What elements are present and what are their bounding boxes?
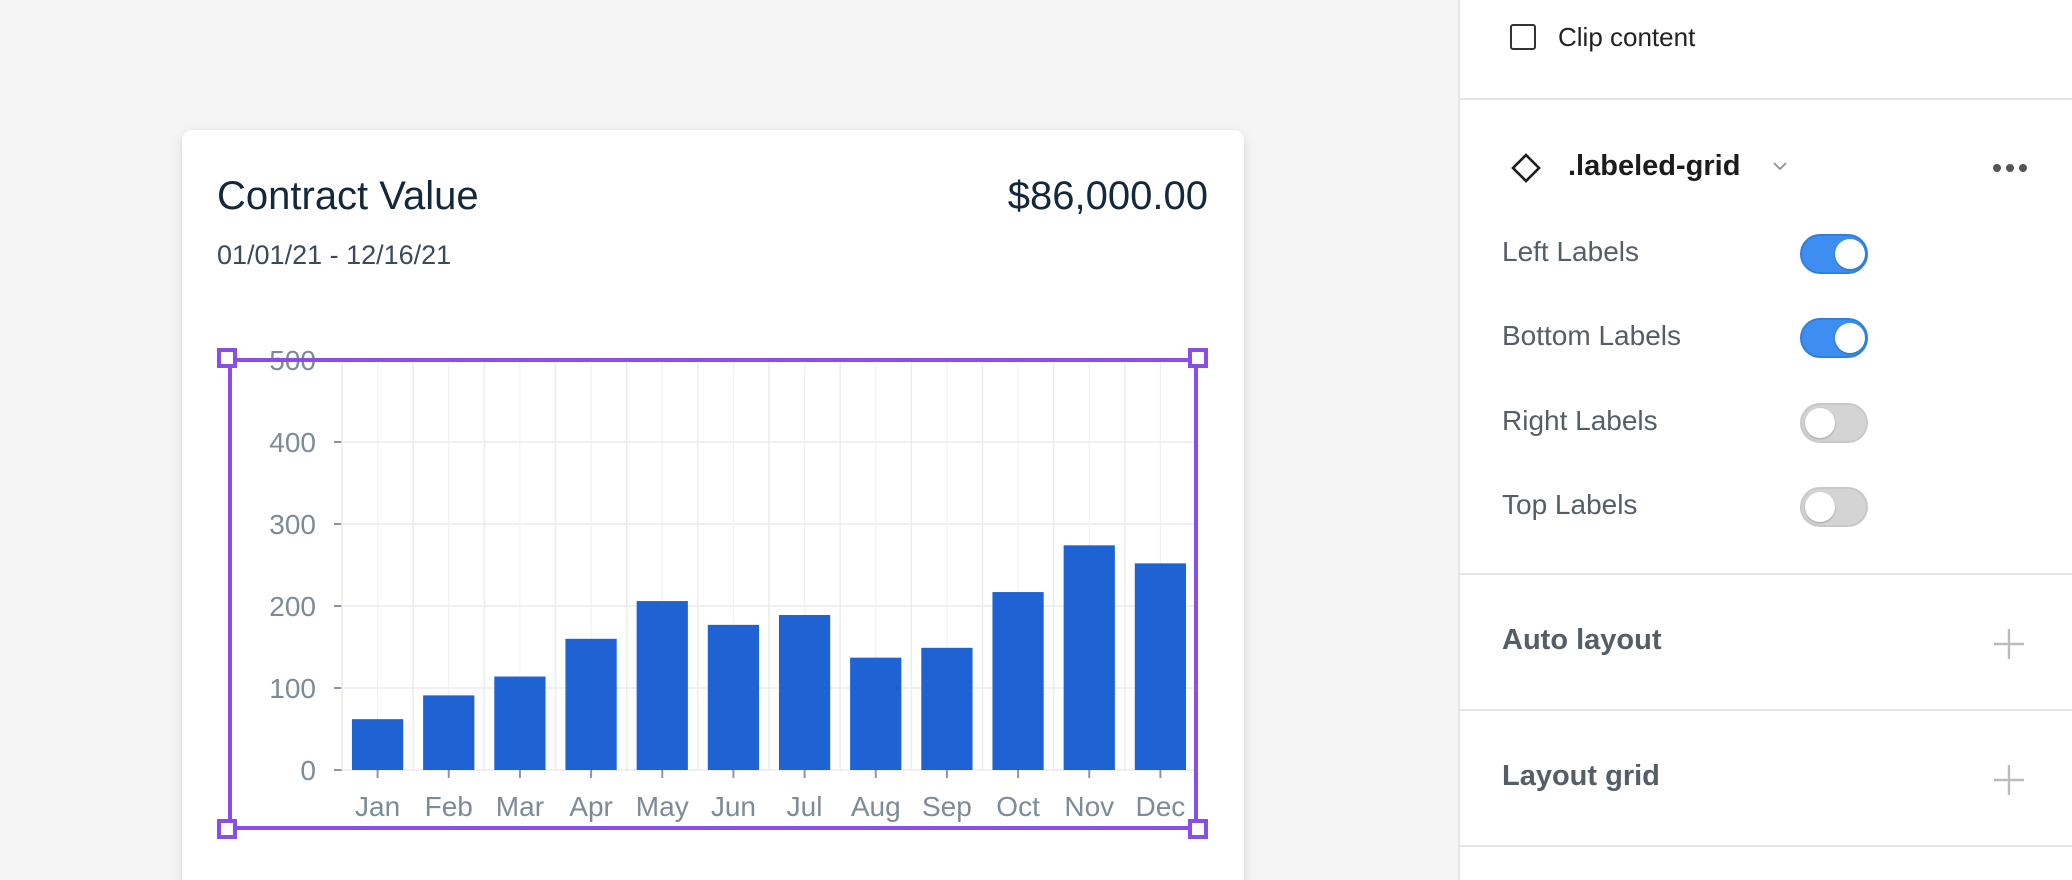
toggle-knob — [1835, 239, 1865, 269]
chart-bars — [351, 545, 1187, 770]
property-label-left-labels: Left Labels — [1502, 236, 1639, 267]
bar-chart[interactable]: 0 100 200 300 400 500 Jan Feb Mar Apr May Jun Jul Au… — [0, 0, 1458, 880]
bar-aug — [850, 657, 902, 770]
x-tick-label: Jun — [711, 791, 756, 822]
x-tick-label: Nov — [1064, 791, 1114, 822]
bar-feb — [423, 695, 475, 770]
toggle-knob — [1805, 408, 1835, 438]
bar-oct — [992, 592, 1044, 770]
chevron-down-icon[interactable] — [1770, 156, 1790, 176]
x-tick-label: Jan — [355, 791, 400, 822]
resize-handle-top-right[interactable] — [1188, 348, 1208, 368]
divider — [1460, 845, 2072, 847]
bar-sep — [921, 647, 973, 770]
toggle-left-labels[interactable] — [1800, 234, 1868, 274]
resize-handle-bottom-left[interactable] — [217, 819, 237, 839]
auto-layout-title: Auto layout — [1502, 624, 1662, 656]
x-tick-label: Feb — [425, 791, 473, 822]
add-auto-layout-plus-icon[interactable] — [1992, 627, 2026, 661]
toggle-right-labels[interactable] — [1800, 403, 1868, 443]
card-value: $86,000.00 — [1007, 174, 1208, 218]
bar-nov — [1063, 545, 1115, 770]
bar-jul — [778, 615, 831, 770]
resize-handle-top-left[interactable] — [217, 348, 237, 368]
y-tick-label: 0 — [300, 755, 316, 786]
x-tick-label: Sep — [922, 791, 972, 822]
x-tick-label: Aug — [851, 791, 901, 822]
toggle-knob — [1835, 323, 1865, 353]
y-tick-label: 300 — [269, 509, 316, 540]
x-axis-labels: Jan Feb Mar Apr May Jun Jul Aug Sep Oct Nov Dec — [355, 791, 1185, 822]
more-options-icon[interactable] — [1990, 158, 2030, 178]
bar-mar — [494, 676, 546, 770]
add-layout-grid-plus-icon[interactable] — [1992, 763, 2026, 797]
x-tick-label: Mar — [496, 791, 544, 822]
property-label-right-labels: Right Labels — [1502, 405, 1658, 436]
clip-content-label: Clip content — [1558, 22, 1696, 52]
divider — [1460, 98, 2072, 100]
component-name: .labeled-grid — [1568, 150, 1741, 182]
y-axis-labels: 0 100 200 300 400 500 — [269, 345, 316, 786]
bar-apr — [565, 638, 617, 770]
x-tick-label: Dec — [1136, 791, 1186, 822]
resize-handle-bottom-right[interactable] — [1188, 819, 1208, 839]
card-title: Contract Value — [217, 174, 479, 218]
x-tick-label: Oct — [996, 791, 1040, 822]
x-tick-label: Apr — [569, 791, 613, 822]
design-canvas[interactable]: Contract Value $86,000.00 01/01/21 - 12/… — [0, 0, 1458, 880]
divider — [1460, 573, 2072, 575]
card-date-range: 01/01/21 - 12/16/21 — [217, 240, 452, 270]
y-tick-label: 100 — [269, 673, 316, 704]
y-tick-label: 200 — [269, 591, 316, 622]
x-tick-label: Jul — [787, 791, 823, 822]
clip-content-checkbox[interactable] — [1510, 24, 1536, 50]
x-tick-label: May — [636, 791, 689, 822]
component-instance-icon — [1511, 153, 1541, 183]
y-tick-label: 500 — [269, 345, 316, 376]
toggle-knob — [1805, 492, 1835, 522]
bar-jan — [351, 719, 404, 770]
property-label-bottom-labels: Bottom Labels — [1502, 320, 1681, 351]
bar-may — [636, 601, 688, 770]
bar-dec — [1134, 563, 1187, 770]
property-label-top-labels: Top Labels — [1502, 489, 1638, 520]
properties-panel: Clip content .labeled-grid Left Labels B… — [1458, 0, 2072, 880]
divider — [1460, 709, 2072, 711]
toggle-top-labels[interactable] — [1800, 487, 1868, 527]
bar-jun — [707, 624, 760, 770]
toggle-bottom-labels[interactable] — [1800, 318, 1868, 358]
layout-grid-title: Layout grid — [1502, 760, 1660, 792]
y-tick-label: 400 — [269, 427, 316, 458]
